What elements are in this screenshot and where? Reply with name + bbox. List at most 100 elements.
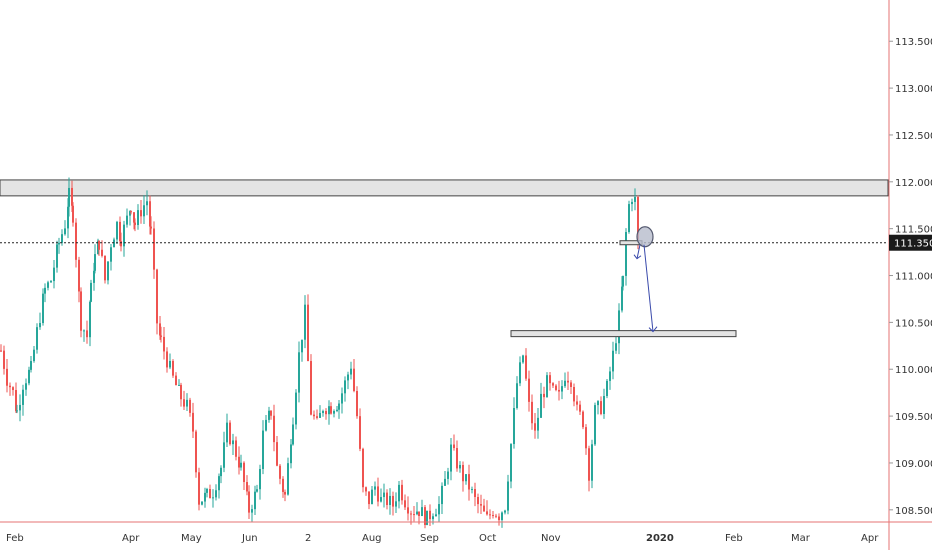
candle — [492, 510, 494, 519]
candle — [543, 386, 545, 409]
candle — [356, 386, 358, 419]
candle-body — [256, 489, 258, 492]
candle-body — [498, 516, 500, 521]
candle — [498, 513, 500, 526]
candle — [486, 500, 488, 516]
candle — [146, 190, 148, 216]
candle — [386, 489, 388, 510]
candle — [268, 406, 270, 423]
candle-body — [432, 516, 434, 520]
candle — [270, 410, 272, 420]
candle-body — [426, 510, 428, 525]
candle — [456, 440, 458, 472]
candle-body — [486, 511, 488, 515]
candle-body — [304, 304, 306, 340]
candle-body — [504, 510, 506, 513]
candle — [594, 402, 596, 446]
candle — [576, 395, 578, 411]
candle — [104, 255, 106, 284]
candle-body — [447, 471, 449, 479]
candle-body — [94, 254, 96, 271]
candle-body — [268, 410, 270, 420]
candle — [42, 288, 44, 326]
candle — [163, 326, 165, 360]
candle-body — [175, 375, 177, 386]
drawing-layer-back — [0, 179, 889, 197]
candle-body — [80, 291, 82, 331]
candle-body — [126, 215, 128, 225]
candle-body — [229, 422, 231, 445]
candle — [540, 382, 542, 418]
candle-body — [591, 444, 593, 481]
candle-body — [570, 382, 572, 387]
candle — [404, 494, 406, 511]
candle-body — [67, 206, 69, 229]
candle-body — [522, 355, 524, 363]
current-price-label: 111.350 — [894, 239, 932, 250]
candle-body — [453, 444, 455, 449]
candle-body — [273, 415, 275, 443]
candle-body — [153, 228, 155, 270]
candle-body — [328, 406, 330, 415]
candle-body — [120, 241, 122, 247]
candle-body — [528, 378, 530, 402]
candle-body — [192, 412, 194, 432]
candle — [501, 511, 503, 528]
candle — [120, 232, 122, 252]
candle — [53, 259, 55, 289]
candle-body — [313, 414, 315, 417]
candle-body — [279, 465, 281, 479]
x-tick-label: Sep — [420, 533, 439, 544]
candle — [510, 443, 512, 489]
candle — [292, 417, 294, 446]
support-zone — [510, 330, 737, 338]
y-tick-label: 108.500 — [895, 506, 932, 517]
x-tick-label: Feb — [725, 533, 743, 544]
candle-body — [628, 204, 630, 233]
candle-body — [555, 385, 557, 390]
candle — [186, 393, 188, 411]
candle — [16, 404, 18, 414]
candle-body — [130, 211, 132, 213]
candle-body — [3, 350, 5, 369]
candle — [9, 382, 11, 396]
candle-body — [183, 399, 185, 407]
y-tick-label: 110.500 — [895, 318, 932, 329]
candle-body — [238, 456, 240, 468]
candle-body — [537, 417, 539, 431]
candle — [0, 344, 2, 352]
candle-body — [251, 509, 253, 513]
candle — [380, 488, 382, 503]
candle — [15, 382, 17, 413]
candle-body — [143, 205, 145, 217]
candle — [78, 256, 80, 303]
candle-body — [637, 197, 639, 240]
candle-body — [218, 476, 220, 491]
candle — [19, 394, 21, 422]
candle — [516, 376, 518, 410]
candle-body — [163, 336, 165, 352]
candle-body — [134, 222, 136, 226]
candle-body — [172, 360, 174, 376]
candle — [143, 195, 145, 224]
candle — [522, 354, 524, 364]
candle — [298, 341, 300, 403]
candle — [410, 510, 412, 525]
candle — [169, 353, 171, 370]
candle — [232, 433, 234, 456]
candle-body — [42, 293, 44, 324]
candle — [465, 474, 467, 485]
candle-body — [347, 374, 349, 381]
candle — [107, 260, 109, 285]
candle-body — [19, 404, 21, 411]
y-tick-label: 109.000 — [895, 459, 932, 470]
candle — [178, 379, 180, 386]
candle — [259, 464, 261, 500]
candle — [322, 409, 324, 417]
candle — [175, 372, 177, 386]
candle-body — [319, 413, 321, 418]
candle — [365, 486, 367, 496]
candle — [330, 402, 332, 415]
